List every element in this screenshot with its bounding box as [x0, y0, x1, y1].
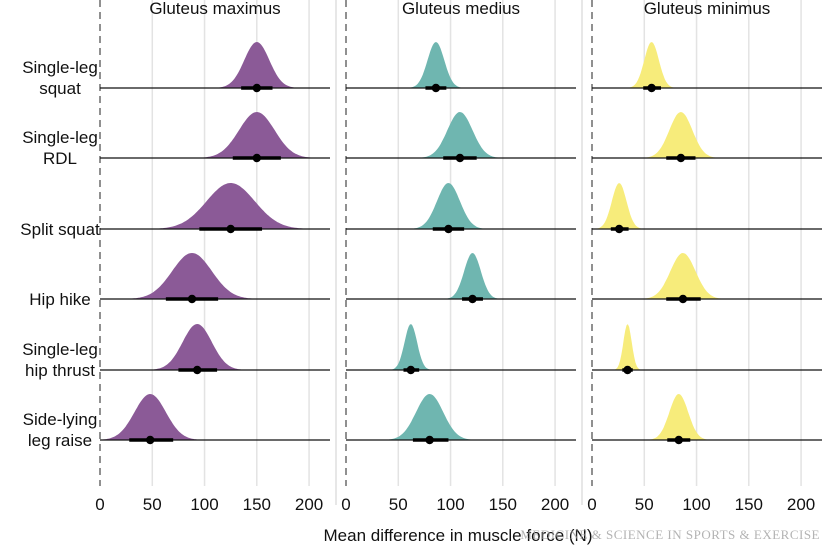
mean-point: [226, 224, 235, 234]
ci-layer: [129, 83, 701, 445]
x-tick-label: 50: [143, 495, 162, 514]
row-label: RDL: [43, 149, 77, 168]
mean-point: [425, 435, 434, 445]
mean-point: [674, 435, 683, 445]
row-label: hip thrust: [25, 361, 95, 380]
density-curve: [346, 183, 576, 229]
mean-point: [455, 153, 465, 163]
x-tick-label: 0: [587, 495, 596, 514]
density-curve: [346, 394, 576, 440]
density-curve: [100, 42, 330, 88]
row-label: Single-leg: [22, 128, 98, 147]
density-curve: [100, 112, 330, 158]
mean-point: [431, 83, 441, 93]
panel-title: Gluteus maximus: [149, 0, 280, 18]
row-label: Single-leg: [22, 340, 98, 359]
density-curve: [592, 324, 822, 370]
row-label: Split squat: [20, 220, 100, 239]
mean-point: [252, 83, 262, 93]
row-label: squat: [39, 79, 81, 98]
journal-watermark: MEDICINE & SCIENCE IN SPORTS & EXERCISE: [520, 527, 820, 542]
mean-point: [145, 435, 155, 445]
x-tick-label: 150: [735, 495, 763, 514]
x-tick-label: 150: [489, 495, 517, 514]
mean-point: [187, 294, 197, 304]
density-curve: [346, 112, 576, 158]
x-tick-label: 100: [682, 495, 710, 514]
density-curve: [346, 42, 576, 88]
density-curve: [592, 253, 822, 299]
x-tick-label: 100: [436, 495, 464, 514]
mean-point: [614, 224, 624, 234]
density-curve: [592, 42, 822, 88]
mean-point: [193, 365, 202, 375]
density-curve: [346, 253, 576, 299]
mean-point: [623, 365, 632, 375]
x-axis-title: Mean difference in muscle force (N): [324, 526, 593, 545]
row-label: Hip hike: [29, 290, 90, 309]
mean-point: [406, 365, 416, 375]
x-tick-label: 50: [389, 495, 408, 514]
row-label: Side-lying: [23, 410, 98, 429]
row-label: leg raise: [28, 431, 92, 450]
density-curve: [100, 253, 330, 299]
mean-point: [678, 294, 688, 304]
density-curve: [100, 324, 330, 370]
density-curve: [592, 183, 822, 229]
density-curve: [100, 394, 330, 440]
density-curve: [592, 394, 822, 440]
panel-title: Gluteus medius: [402, 0, 520, 18]
density-curve: [592, 112, 822, 158]
density-layer: [100, 42, 822, 440]
panel-title: Gluteus minimus: [644, 0, 771, 18]
x-tick-label: 200: [295, 495, 323, 514]
x-tick-label: 50: [635, 495, 654, 514]
x-tick-label: 0: [95, 495, 104, 514]
mean-point: [252, 153, 262, 163]
text-layer: 0 50 100 150 200 Gluteus maximus 0 50 100 150 200 G…: [20, 0, 815, 514]
row-label: Single-leg: [22, 58, 98, 77]
x-tick-label: 150: [243, 495, 271, 514]
x-tick-label: 200: [787, 495, 815, 514]
mean-point: [676, 153, 686, 163]
grid-layer: [99, 0, 802, 505]
x-tick-label: 0: [341, 495, 350, 514]
x-tick-label: 200: [541, 495, 569, 514]
mean-point: [444, 224, 453, 234]
mean-point: [647, 83, 656, 93]
mean-point: [468, 294, 477, 304]
x-tick-label: 100: [190, 495, 218, 514]
density-curve: [346, 324, 576, 370]
density-curve: [100, 183, 330, 229]
